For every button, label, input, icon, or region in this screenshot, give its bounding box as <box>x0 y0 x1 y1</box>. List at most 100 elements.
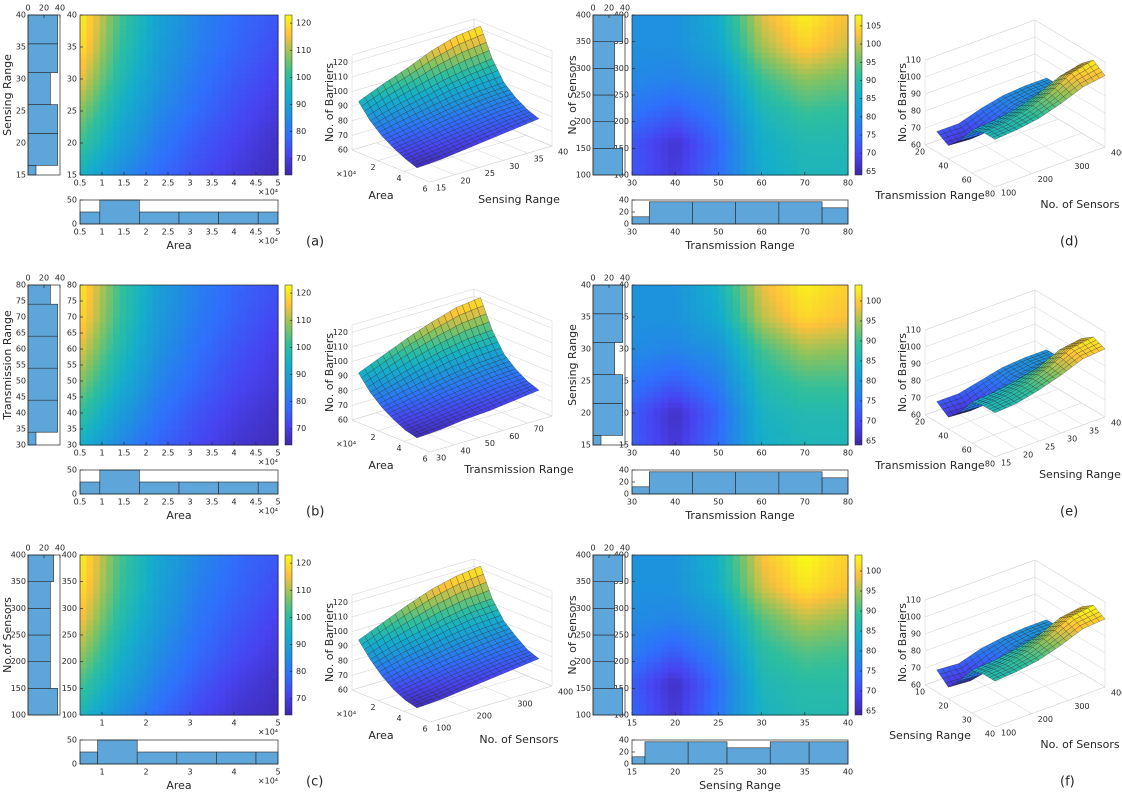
heat-cell <box>258 391 266 398</box>
heat-cell <box>132 683 140 689</box>
heat-cell <box>80 397 88 403</box>
heat-cell <box>251 354 259 361</box>
heat-cell <box>218 619 226 625</box>
heat-cell <box>80 672 88 679</box>
heat-cell <box>113 640 121 647</box>
heat-cell <box>761 84 770 91</box>
y-tick-label: 350 <box>62 577 77 586</box>
heat-cell <box>146 301 154 307</box>
heat-cell <box>113 603 121 609</box>
heat-cell <box>790 132 799 139</box>
heat-cell <box>113 25 121 32</box>
heat-cell <box>271 84 279 91</box>
heat-cell <box>783 52 791 59</box>
heat-cell <box>218 597 226 604</box>
heat-cell <box>192 354 200 361</box>
heat-cell <box>826 159 835 165</box>
heat-cell <box>231 73 239 80</box>
heat-cell <box>264 677 272 684</box>
heat-cell <box>198 349 206 355</box>
heat-cell <box>132 343 140 350</box>
heat-cell <box>653 105 662 112</box>
heat-cell <box>198 603 206 609</box>
heat-cell <box>192 333 200 339</box>
heat-cell <box>159 322 167 329</box>
heat-cell <box>231 327 239 334</box>
heat-cell <box>99 63 107 69</box>
heat-cell <box>804 132 813 139</box>
heat-cell <box>258 317 266 323</box>
heat-cell <box>126 153 134 160</box>
heat-cell <box>139 148 147 155</box>
heat-cell <box>225 397 233 403</box>
heat-cell <box>165 333 173 339</box>
heat-cell <box>179 613 187 620</box>
heat-cell <box>271 52 279 59</box>
heat-cell <box>198 555 206 561</box>
y-tick-label: 40 <box>67 11 77 20</box>
heat-cell <box>761 68 770 75</box>
heat-cell <box>106 52 114 59</box>
heat-cell <box>231 381 239 387</box>
heat-cell <box>93 100 101 107</box>
heat-cell <box>251 333 259 339</box>
heat-cell <box>225 672 233 679</box>
heat-cell <box>119 349 127 355</box>
heat-cell <box>205 84 213 91</box>
heat-cell <box>251 349 259 355</box>
heat-cell <box>783 79 791 85</box>
heat-cell <box>126 645 134 652</box>
heat-cell <box>668 116 676 123</box>
heat-cell <box>754 95 763 101</box>
x-axis-label: Area <box>166 239 191 252</box>
heat-cell <box>212 73 220 80</box>
heat-cell <box>185 597 193 604</box>
heat-cell <box>139 624 147 631</box>
heat-cell <box>146 36 154 43</box>
heat-cell <box>704 79 712 85</box>
heat-cell <box>747 89 755 96</box>
heat-cell <box>704 164 712 171</box>
heat-cell <box>639 79 647 85</box>
heat-cell <box>132 143 140 149</box>
heat-cell <box>86 413 94 419</box>
heat-cell <box>251 571 259 577</box>
heat-cell <box>675 89 683 96</box>
heat-cell <box>740 95 748 101</box>
heat-cell <box>179 581 187 588</box>
heat-cell <box>689 79 698 85</box>
heat-cell <box>119 84 127 91</box>
heat-cell <box>198 651 206 657</box>
heat-cell <box>718 73 727 80</box>
heat-cell <box>711 159 719 165</box>
heat-cell <box>198 640 206 647</box>
heat-cell <box>99 290 107 297</box>
heat-cell <box>119 391 127 398</box>
colorbar-tick-label: 100 <box>296 343 311 352</box>
heat-cell <box>119 52 127 59</box>
heat-cell <box>225 667 233 673</box>
heat-cell <box>139 295 147 302</box>
heat-cell <box>682 57 691 64</box>
heat-cell <box>119 370 127 377</box>
x-hist-x-tick-label: 1 <box>99 228 104 237</box>
heat-cell <box>86 159 94 165</box>
heat-cell <box>790 47 799 53</box>
heat-cell <box>231 619 239 625</box>
heat-cell <box>826 111 835 117</box>
heat-cell <box>146 576 154 583</box>
heat-cell <box>139 15 147 21</box>
heat-cell <box>205 587 213 593</box>
heat-cell <box>93 576 101 583</box>
heat-cell <box>732 52 741 59</box>
heat-cell <box>165 402 173 409</box>
x-hist-frame <box>79 199 279 225</box>
heat-cell <box>172 597 180 604</box>
heat-cell <box>80 333 88 339</box>
heat-cell <box>696 143 705 149</box>
heat-cell <box>271 629 279 636</box>
heat-cell <box>258 640 266 647</box>
heat-cell <box>231 15 239 21</box>
heat-cell <box>126 95 134 101</box>
heat-cell <box>152 418 160 425</box>
